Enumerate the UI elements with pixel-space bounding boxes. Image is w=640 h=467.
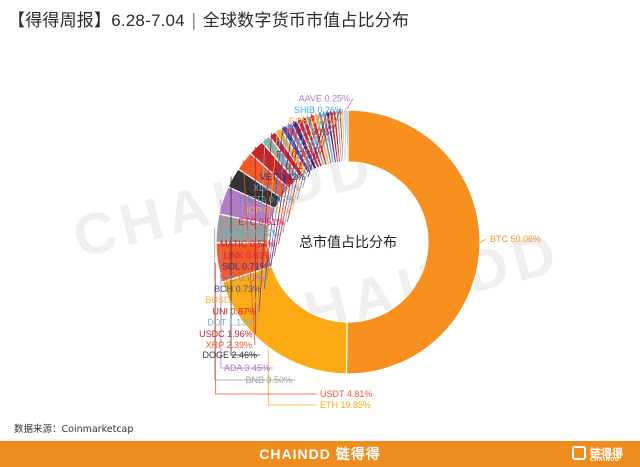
leader-line <box>286 113 313 222</box>
footer-brand-en: CHAINDD <box>259 446 331 462</box>
slice-label-matic: MATIC 0.54% <box>220 239 275 249</box>
slice-label-ltc: LTC 0.71% <box>220 273 264 283</box>
slice-label-dot: DOT 1.13% <box>207 318 254 328</box>
leader-line <box>215 262 317 395</box>
leader-line <box>258 133 273 312</box>
slice-label-aave: AAVE 0.25% <box>299 94 350 104</box>
slice-label-ada: ADA 3.45% <box>224 363 270 373</box>
leader-line <box>296 111 321 200</box>
slice-label-xrp: XRP 2.39% <box>206 340 252 350</box>
leader-line <box>319 109 335 155</box>
footer-brand-cn: 链得得 <box>335 446 381 462</box>
slice-label-link: LINK 0.61% <box>223 250 271 260</box>
title-subtitle: 全球数字货币市值占比分布 <box>202 11 410 31</box>
slice-btc <box>345 109 481 375</box>
data-source-note: 数据来源：Coinmarketcap <box>14 424 134 435</box>
leader-line <box>282 115 309 234</box>
leader-line <box>266 123 289 278</box>
leader-line <box>256 138 266 323</box>
title-bracket-label: 【得得周报】 <box>8 11 112 31</box>
leader-line <box>479 238 487 244</box>
leader-line <box>242 160 256 346</box>
slice-labels: BTC 50.06% ETH 19.85%USDT 4.81% BNB 3.50% A… <box>199 94 541 410</box>
slice-label-usdc: USDC 1.96% <box>199 329 253 339</box>
chaindd-logo: 链得得 CHAINDD <box>572 444 632 464</box>
footer-brand: CHAINDD 链得得 <box>0 441 640 467</box>
logo-cn-text: 链得得 <box>590 447 623 460</box>
slice-label-wbtc: WBTC 0.52% <box>225 228 280 238</box>
leader-line <box>344 108 347 111</box>
donut-chart: BTC 50.06% ETH 19.85%USDT 4.81% BNB 3.50% A… <box>199 94 541 410</box>
footer-bar: CHAINDD 链得得 链得得 CHAINDD <box>0 441 640 467</box>
slice-label-bnb: BNB 3.50% <box>245 375 292 385</box>
slice-label-etc: ETC 0.51% <box>238 217 284 227</box>
leader-line <box>274 118 300 256</box>
leader-line <box>313 109 332 166</box>
leader-line <box>220 199 273 369</box>
slice-label-doge: DOGE 2.46% <box>202 350 257 360</box>
leader-line <box>270 120 295 267</box>
leader-line <box>307 110 328 178</box>
slice-label-dai: DAI 0.42% <box>268 161 311 171</box>
slice-label-sol: SOL 0.71% <box>222 262 268 272</box>
slice-aave <box>345 109 349 163</box>
leader-line <box>230 176 260 356</box>
slice-label-uni: UNI 0.87% <box>213 306 257 316</box>
slice-label-xlm: XLM 0.47% <box>253 183 300 193</box>
slice-label-usdt: USDT 4.81% <box>320 389 372 399</box>
title-separator: | <box>190 11 197 31</box>
donut-center-label: 总市值占比分布 <box>299 234 397 251</box>
slice-label-fil: FIL 0.38% <box>276 150 317 160</box>
leader-line <box>278 116 304 245</box>
slice-label-bch: BCH 0.73% <box>214 284 261 294</box>
slice-label-theta: THETA 0.47% <box>238 194 294 204</box>
chart-title: 【得得周报】6.28-7.04 | 全球数字货币市值占比分布 <box>8 6 409 31</box>
leader-line <box>261 129 278 301</box>
slice-label-trx: TRX 0.36% <box>277 138 323 148</box>
leader-line <box>291 112 317 211</box>
leader-line <box>346 98 354 110</box>
slice-label-eth: ETH 19.85% <box>320 400 371 410</box>
slice-label-btc: BTC 50.06% <box>490 234 541 244</box>
slice-label-busd: BUSD 0.82% <box>205 295 258 305</box>
leader-line <box>302 111 325 189</box>
leader-line <box>263 125 284 290</box>
leader-line <box>214 228 295 381</box>
title-date-range: 6.28-7.04 <box>111 11 185 30</box>
leader-line <box>332 109 341 133</box>
slice-label-vet: VET 0.42% <box>260 172 305 182</box>
slice-label-icp: ICP 0.50% <box>246 206 289 216</box>
label-leader-lines <box>214 98 487 406</box>
logo-mark-icon <box>572 446 586 460</box>
slice-label-xmr: XMR 0.30% <box>281 127 329 137</box>
slice-label-shib: SHIB 0.26% <box>294 105 343 115</box>
leader-line <box>325 109 338 144</box>
leader-line <box>338 109 343 122</box>
logo-en-text: CHAINDD <box>590 457 620 463</box>
slice-label-eos: EOS 0.29% <box>289 116 336 126</box>
